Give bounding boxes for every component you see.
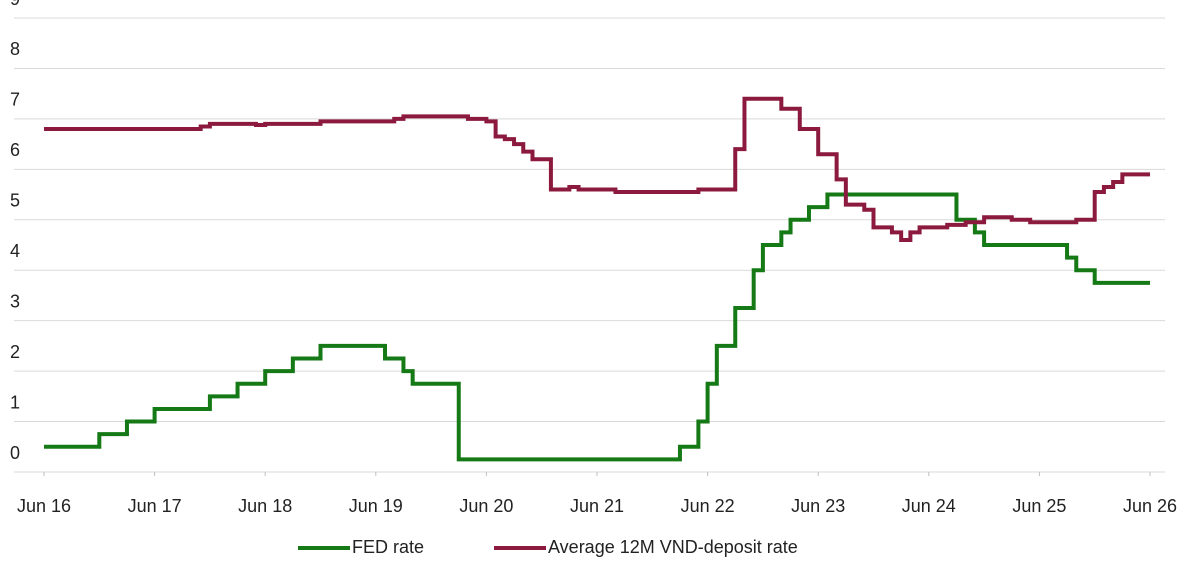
y-tick-label: 3 xyxy=(10,291,20,311)
y-tick-label: 8 xyxy=(10,39,20,59)
y-tick-label: 4 xyxy=(10,241,20,261)
legend-label: FED rate xyxy=(352,537,424,557)
y-tick-label: 7 xyxy=(10,90,20,110)
x-tick-label: Jun 18 xyxy=(238,496,292,516)
y-tick-label: 1 xyxy=(10,392,20,412)
x-tick-label: Jun 20 xyxy=(459,496,513,516)
legend-label: Average 12M VND-deposit rate xyxy=(548,537,798,557)
x-tick-label: Jun 25 xyxy=(1012,496,1066,516)
x-tick-label: Jun 23 xyxy=(791,496,845,516)
y-tick-label: 9 xyxy=(10,0,20,9)
x-tick-label: Jun 19 xyxy=(349,496,403,516)
series-line xyxy=(44,192,1150,462)
y-tick-label: 5 xyxy=(10,191,20,211)
y-tick-label: 2 xyxy=(10,342,20,362)
series-line xyxy=(44,96,1150,242)
x-tick-label: Jun 16 xyxy=(17,496,71,516)
x-tick-label: Jun 22 xyxy=(681,496,735,516)
x-tick-label: Jun 24 xyxy=(902,496,956,516)
x-tick-label: Jun 17 xyxy=(128,496,182,516)
y-tick-label: 6 xyxy=(10,140,20,160)
x-tick-label: Jun 21 xyxy=(570,496,624,516)
y-tick-label: 0 xyxy=(10,443,20,463)
x-tick-label: Jun 26 xyxy=(1123,496,1177,516)
